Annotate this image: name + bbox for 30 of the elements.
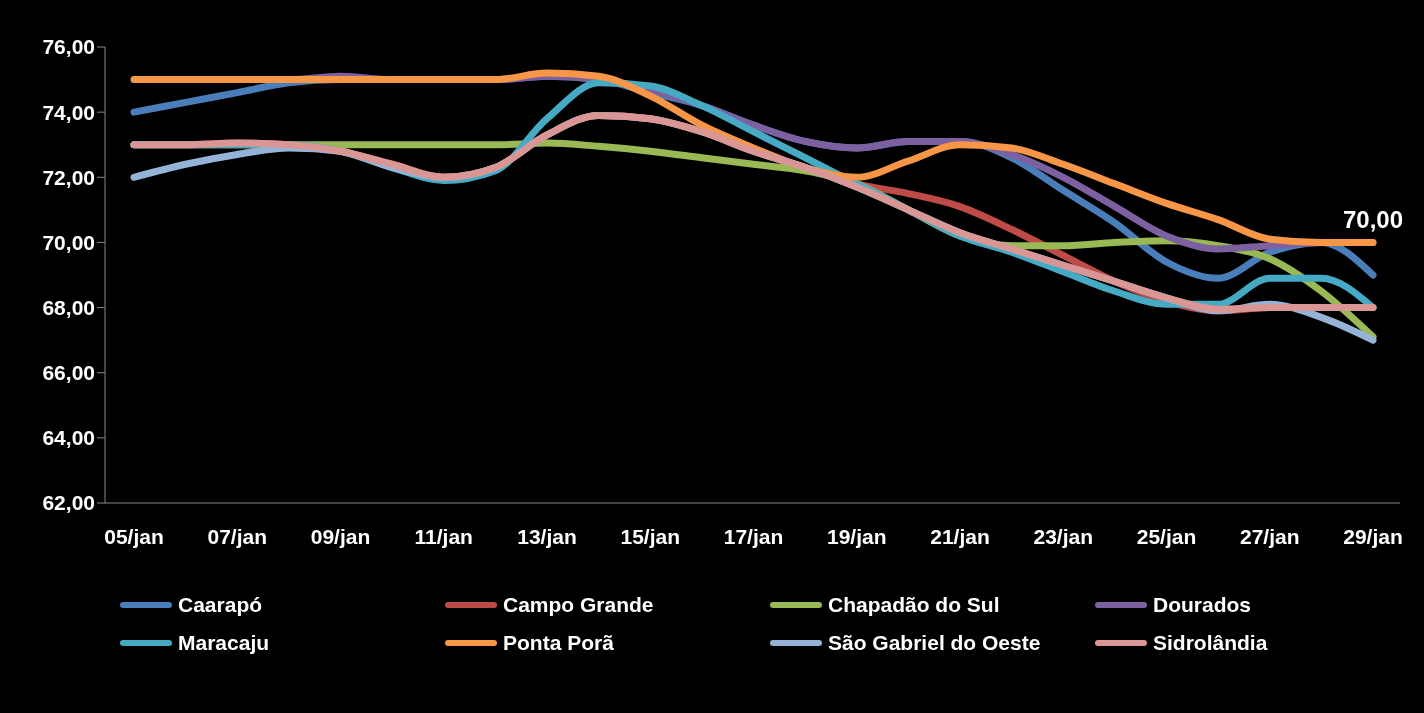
legend-label: Dourados <box>1153 593 1252 617</box>
x-tick-label: 11/jan <box>414 524 473 548</box>
legend-label: Chapadão do Sul <box>828 593 1000 617</box>
x-tick-label: 17/jan <box>723 524 784 548</box>
legend-label: Ponta Porã <box>503 631 614 655</box>
y-tick-label: 70,00 <box>42 230 95 254</box>
legend-label: Caarapó <box>178 593 263 617</box>
y-tick-label: 68,00 <box>42 296 95 320</box>
y-tick-label: 74,00 <box>42 100 95 124</box>
x-tick-label: 13/jan <box>517 524 577 548</box>
x-tick-label: 25/jan <box>1136 524 1197 548</box>
x-tick-label: 29/jan <box>1343 524 1403 548</box>
y-tick-label: 76,00 <box>42 35 95 59</box>
x-tick-label: 09/jan <box>310 524 371 548</box>
x-tick-label: 19/jan <box>826 524 887 548</box>
x-tick-label: 21/jan <box>930 524 990 548</box>
x-tick-label: 05/jan <box>104 524 164 548</box>
y-tick-label: 66,00 <box>42 361 95 385</box>
x-tick-label: 27/jan <box>1239 524 1300 548</box>
legend-label: Maracaju <box>178 631 270 655</box>
x-tick-label: 07/jan <box>207 524 268 548</box>
data-label: 70,00 <box>1342 206 1404 234</box>
legend-label: Sidrolândia <box>1153 631 1268 655</box>
y-tick-label: 64,00 <box>42 426 95 450</box>
y-tick-label: 72,00 <box>42 165 95 189</box>
legend-label: São Gabriel do Oeste <box>828 631 1041 655</box>
y-tick-label: 62,00 <box>42 491 95 515</box>
legend-label: Campo Grande <box>503 593 654 617</box>
x-tick-label: 15/jan <box>620 524 681 548</box>
x-tick-label: 23/jan <box>1033 524 1094 548</box>
